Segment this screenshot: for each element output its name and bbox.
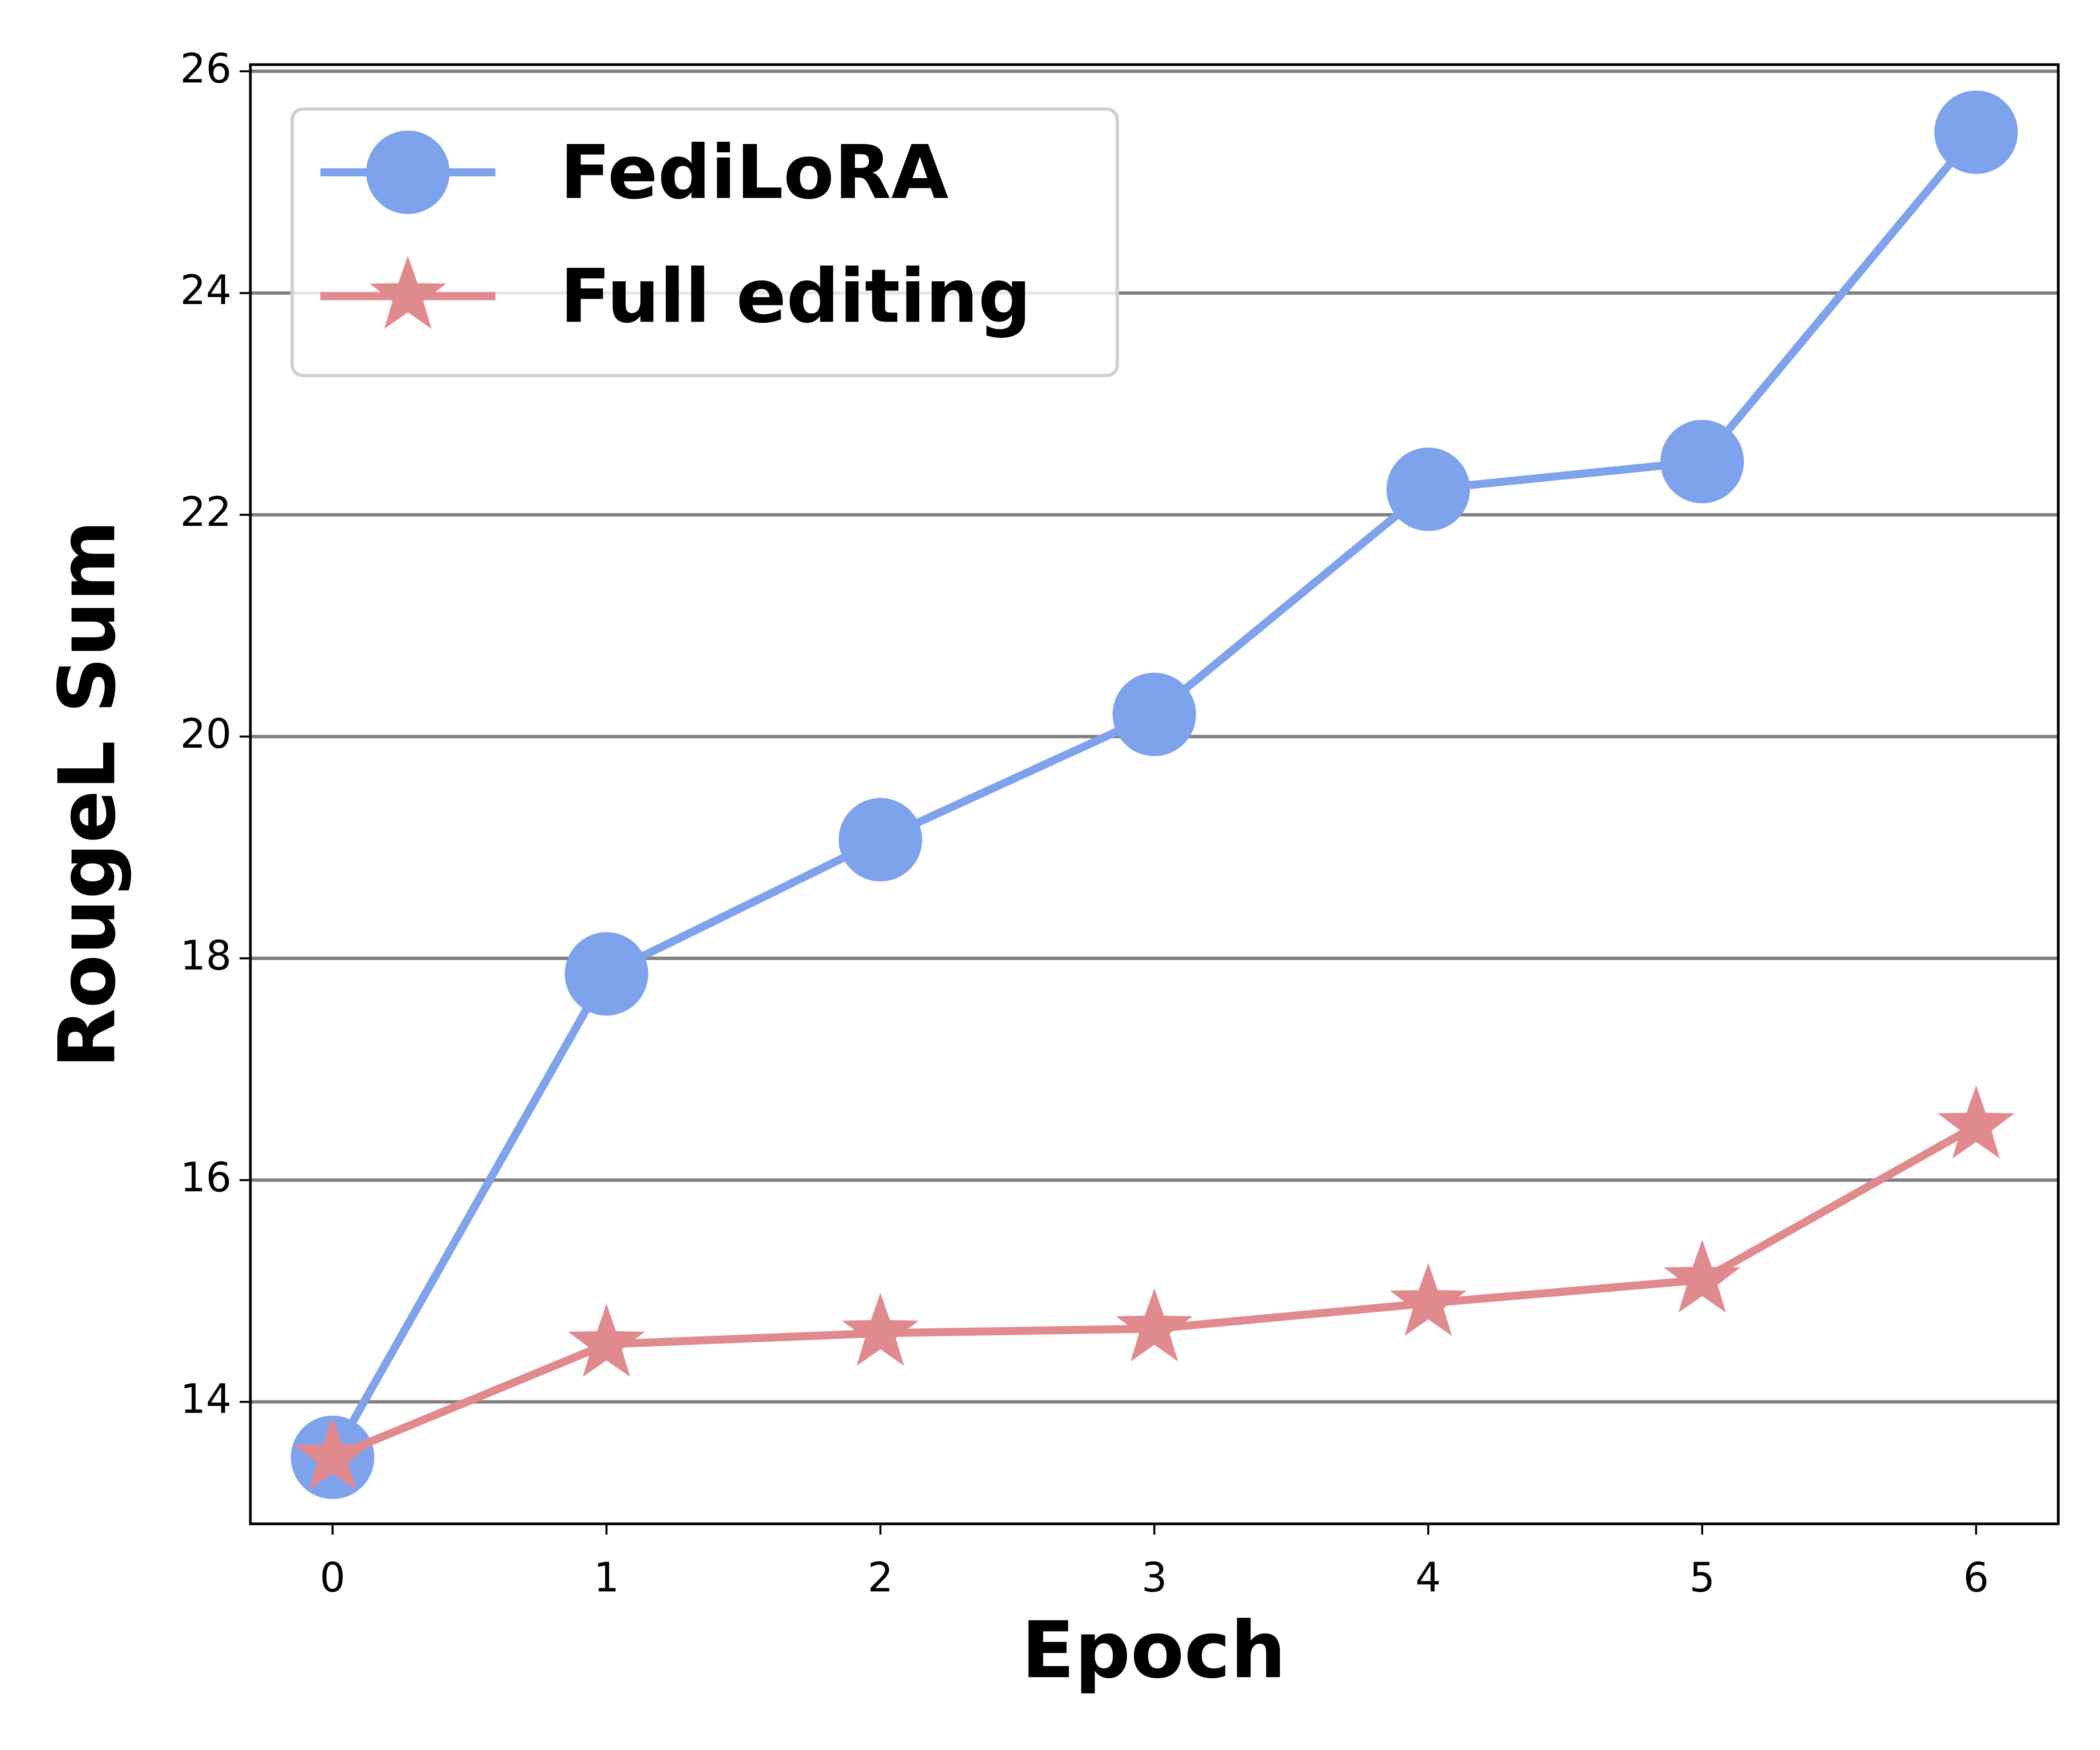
y-tick-label: 26 (180, 45, 231, 92)
plot-frame (249, 63, 2060, 1526)
legend: FediLoRA Full editing (290, 107, 1119, 378)
x-tick-label: 5 (1689, 1554, 1715, 1601)
point (1934, 90, 2018, 174)
x-tick-label: 6 (1963, 1554, 1989, 1601)
y-tick-label: 20 (180, 710, 231, 757)
point (1116, 1288, 1193, 1362)
x-tick-label: 1 (594, 1554, 620, 1601)
point (568, 1304, 645, 1377)
legend-marker (369, 256, 446, 329)
point (294, 1417, 371, 1490)
point (1663, 1239, 1741, 1313)
legend-marker (366, 130, 450, 214)
point (842, 1292, 919, 1366)
x-tick-label: 4 (1415, 1554, 1441, 1601)
y-tick-label: 16 (180, 1154, 231, 1201)
y-axis-label: RougeL Sum (42, 520, 133, 1068)
point (1386, 448, 1470, 531)
point (1937, 1085, 2015, 1158)
x-tick-label: 2 (868, 1554, 893, 1601)
y-tick-label: 14 (180, 1376, 231, 1423)
point (838, 798, 922, 882)
y-tick-label: 22 (180, 488, 231, 536)
x-tick-label: 0 (320, 1554, 346, 1601)
legend-box (290, 107, 1119, 378)
point (1660, 420, 1744, 504)
point (564, 932, 648, 1016)
legend-label: Full editing (560, 253, 1031, 340)
x-axis-label: Epoch (1021, 1605, 1286, 1696)
point (1113, 672, 1196, 756)
x-tick-label: 3 (1141, 1554, 1167, 1601)
point (1390, 1263, 1467, 1336)
legend-label: FediLoRA (560, 130, 948, 216)
y-tick-label: 18 (180, 932, 231, 979)
y-tick-label: 24 (180, 266, 231, 314)
